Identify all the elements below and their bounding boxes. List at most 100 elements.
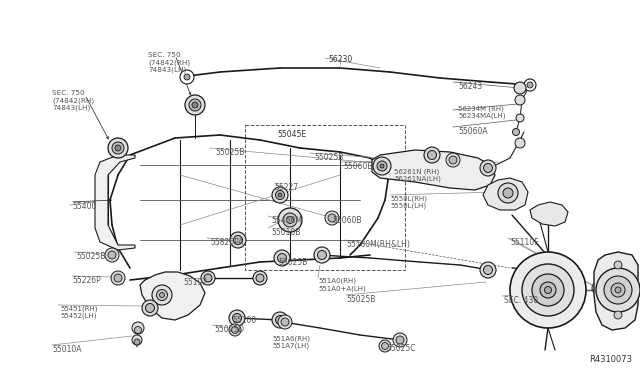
- Circle shape: [483, 266, 493, 275]
- Circle shape: [527, 82, 533, 88]
- Text: 55025B: 55025B: [346, 295, 376, 304]
- Circle shape: [283, 213, 297, 227]
- Circle shape: [381, 343, 388, 350]
- Circle shape: [114, 274, 122, 282]
- Circle shape: [230, 232, 246, 248]
- Text: 55060A: 55060A: [458, 127, 488, 136]
- Circle shape: [379, 340, 391, 352]
- Circle shape: [428, 151, 436, 160]
- Circle shape: [132, 322, 144, 334]
- Text: SEC. 750
(74842(RH)
74843(LH): SEC. 750 (74842(RH) 74843(LH): [148, 52, 190, 73]
- Circle shape: [287, 217, 294, 224]
- Text: 55400: 55400: [72, 202, 97, 211]
- Polygon shape: [140, 272, 205, 320]
- Text: 5550L(RH)
5550L(LH): 5550L(RH) 5550L(LH): [390, 195, 427, 209]
- Circle shape: [380, 164, 384, 168]
- Circle shape: [377, 161, 387, 171]
- Circle shape: [229, 310, 245, 326]
- Text: 55025D: 55025D: [214, 325, 244, 334]
- Circle shape: [229, 324, 241, 336]
- Circle shape: [185, 95, 205, 115]
- Circle shape: [152, 285, 172, 305]
- Circle shape: [516, 114, 524, 122]
- Circle shape: [592, 282, 604, 294]
- Text: 55025C: 55025C: [386, 344, 415, 353]
- Circle shape: [275, 190, 285, 199]
- Text: 56261N (RH)
56261NA(LH): 56261N (RH) 56261NA(LH): [394, 168, 441, 182]
- Circle shape: [180, 70, 194, 84]
- Circle shape: [596, 268, 640, 312]
- Text: 55227: 55227: [274, 183, 298, 192]
- Text: 56243: 56243: [458, 82, 483, 91]
- Circle shape: [189, 99, 201, 111]
- Circle shape: [272, 312, 288, 328]
- Circle shape: [157, 289, 168, 301]
- Circle shape: [232, 327, 239, 334]
- Circle shape: [274, 250, 290, 266]
- Circle shape: [317, 250, 326, 260]
- Circle shape: [278, 315, 292, 329]
- Circle shape: [514, 82, 526, 94]
- Circle shape: [275, 315, 285, 324]
- Circle shape: [142, 300, 158, 316]
- Circle shape: [145, 304, 154, 312]
- Circle shape: [132, 335, 142, 345]
- Text: 55110F: 55110F: [510, 238, 538, 247]
- Circle shape: [396, 336, 404, 344]
- Circle shape: [134, 339, 140, 345]
- Circle shape: [446, 153, 460, 167]
- Circle shape: [111, 271, 125, 285]
- Circle shape: [281, 318, 289, 326]
- Text: 551A0(RH)
551A0+A(LH): 551A0(RH) 551A0+A(LH): [318, 278, 365, 292]
- Circle shape: [515, 138, 525, 148]
- Circle shape: [604, 276, 632, 304]
- Circle shape: [278, 253, 287, 263]
- Circle shape: [134, 327, 141, 334]
- Circle shape: [393, 333, 407, 347]
- Circle shape: [328, 214, 336, 222]
- Text: 55826PA: 55826PA: [210, 238, 243, 247]
- Text: 56234M (RH)
56234MA(LH): 56234M (RH) 56234MA(LH): [458, 105, 506, 119]
- Text: 55010B: 55010B: [271, 228, 300, 237]
- Circle shape: [108, 138, 128, 158]
- Text: 55060B: 55060B: [343, 162, 372, 171]
- Text: 55460M: 55460M: [271, 216, 302, 225]
- Circle shape: [510, 252, 586, 328]
- Text: 55180M(RH&LH): 55180M(RH&LH): [346, 240, 410, 249]
- Circle shape: [159, 292, 164, 298]
- Circle shape: [373, 157, 391, 175]
- Circle shape: [524, 79, 536, 91]
- Circle shape: [540, 282, 556, 298]
- Text: 55451(RH)
55452(LH): 55451(RH) 55452(LH): [60, 305, 97, 319]
- Circle shape: [449, 156, 457, 164]
- Circle shape: [532, 274, 564, 306]
- Polygon shape: [95, 155, 135, 250]
- Circle shape: [278, 208, 302, 232]
- Circle shape: [615, 287, 621, 293]
- Circle shape: [314, 247, 330, 263]
- Circle shape: [105, 248, 119, 262]
- Circle shape: [201, 271, 215, 285]
- Circle shape: [112, 142, 124, 154]
- Circle shape: [611, 283, 625, 297]
- Circle shape: [253, 271, 267, 285]
- Text: 55025B: 55025B: [314, 153, 344, 162]
- Circle shape: [483, 164, 493, 173]
- Circle shape: [545, 286, 552, 294]
- Text: 56230: 56230: [328, 55, 352, 64]
- Text: 55226P: 55226P: [72, 276, 100, 285]
- Circle shape: [256, 274, 264, 282]
- Polygon shape: [483, 178, 528, 210]
- Circle shape: [513, 128, 520, 135]
- Circle shape: [498, 183, 518, 203]
- Polygon shape: [372, 150, 495, 190]
- Text: 55025B: 55025B: [215, 148, 244, 157]
- Circle shape: [614, 311, 622, 319]
- Circle shape: [522, 264, 574, 316]
- Circle shape: [515, 95, 525, 105]
- Circle shape: [204, 274, 212, 282]
- Circle shape: [480, 160, 496, 176]
- Circle shape: [503, 188, 513, 198]
- Circle shape: [272, 187, 288, 203]
- Text: 55025B: 55025B: [76, 252, 106, 261]
